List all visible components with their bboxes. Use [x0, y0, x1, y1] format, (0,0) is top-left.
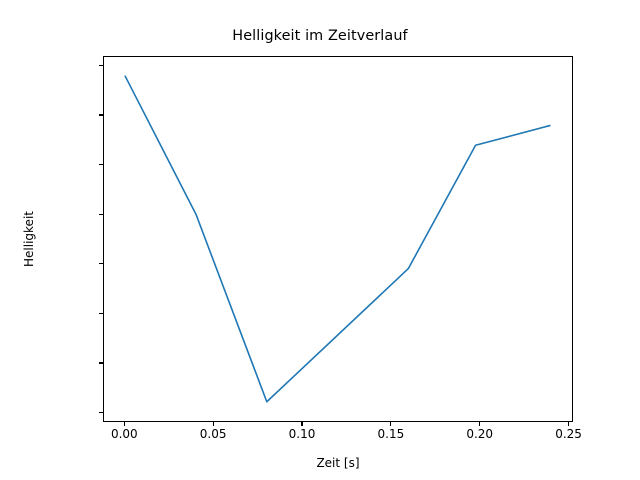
- x-axis-label: Zeit [s]: [316, 456, 360, 470]
- y-tick-mark: [99, 312, 103, 314]
- y-tick-mark: [99, 114, 103, 116]
- x-tick-mark: [390, 422, 392, 426]
- x-tick-label: 0.05: [199, 427, 227, 441]
- x-tick-label: 0.10: [288, 427, 316, 441]
- x-tick-mark: [479, 422, 481, 426]
- y-tick-mark: [99, 362, 103, 364]
- y-axis-label: Helligkeit: [22, 211, 36, 267]
- y-tick-mark: [99, 164, 103, 166]
- x-tick-mark: [123, 422, 125, 426]
- y-tick-mark: [99, 64, 103, 66]
- line-series-svg: [124, 75, 551, 403]
- x-tick-label: 0.00: [110, 427, 138, 441]
- x-tick-mark: [212, 422, 214, 426]
- x-tick-mark: [301, 422, 303, 426]
- y-tick-mark: [99, 213, 103, 215]
- x-tick-label: 0.20: [466, 427, 494, 441]
- x-tick-mark: [568, 422, 570, 426]
- data-line-helligkeit: [124, 75, 551, 403]
- plot-axes-area: [103, 56, 573, 422]
- y-tick-mark: [99, 263, 103, 265]
- x-tick-label: 0.15: [377, 427, 405, 441]
- chart-title: Helligkeit im Zeitverlauf: [232, 28, 408, 44]
- x-tick-label: 0.25: [555, 427, 582, 441]
- y-tick-mark: [99, 412, 103, 414]
